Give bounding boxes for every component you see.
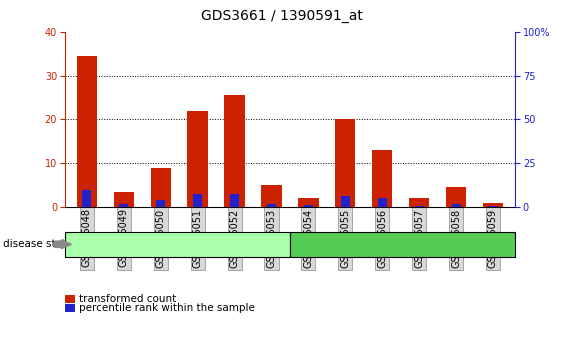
Bar (489, 206, 498, 207)
Text: heart failure: heart failure (143, 239, 212, 249)
Bar (187, 111, 208, 207)
Bar (225, 95, 245, 207)
Bar (156, 200, 166, 207)
Text: GDS3661 / 1390591_at: GDS3661 / 1390591_at (200, 9, 363, 23)
Bar (409, 198, 430, 207)
Bar (341, 196, 350, 207)
Bar (261, 185, 282, 207)
Bar (150, 168, 171, 207)
Bar (114, 192, 134, 207)
Text: percentile rank within the sample: percentile rank within the sample (79, 303, 254, 313)
Text: control: control (383, 239, 422, 249)
Bar (378, 198, 387, 207)
Bar (298, 198, 319, 207)
Text: disease state: disease state (3, 239, 72, 249)
Bar (193, 194, 202, 207)
Bar (230, 194, 239, 207)
Bar (267, 204, 276, 207)
Bar (335, 120, 355, 207)
Bar (452, 205, 461, 207)
Bar (446, 187, 466, 207)
Bar (82, 190, 91, 207)
Bar (304, 205, 313, 207)
Text: transformed count: transformed count (79, 294, 176, 304)
Bar (414, 206, 424, 207)
Bar (77, 56, 97, 207)
Bar (119, 205, 128, 207)
Bar (372, 150, 392, 207)
Bar (483, 203, 503, 207)
